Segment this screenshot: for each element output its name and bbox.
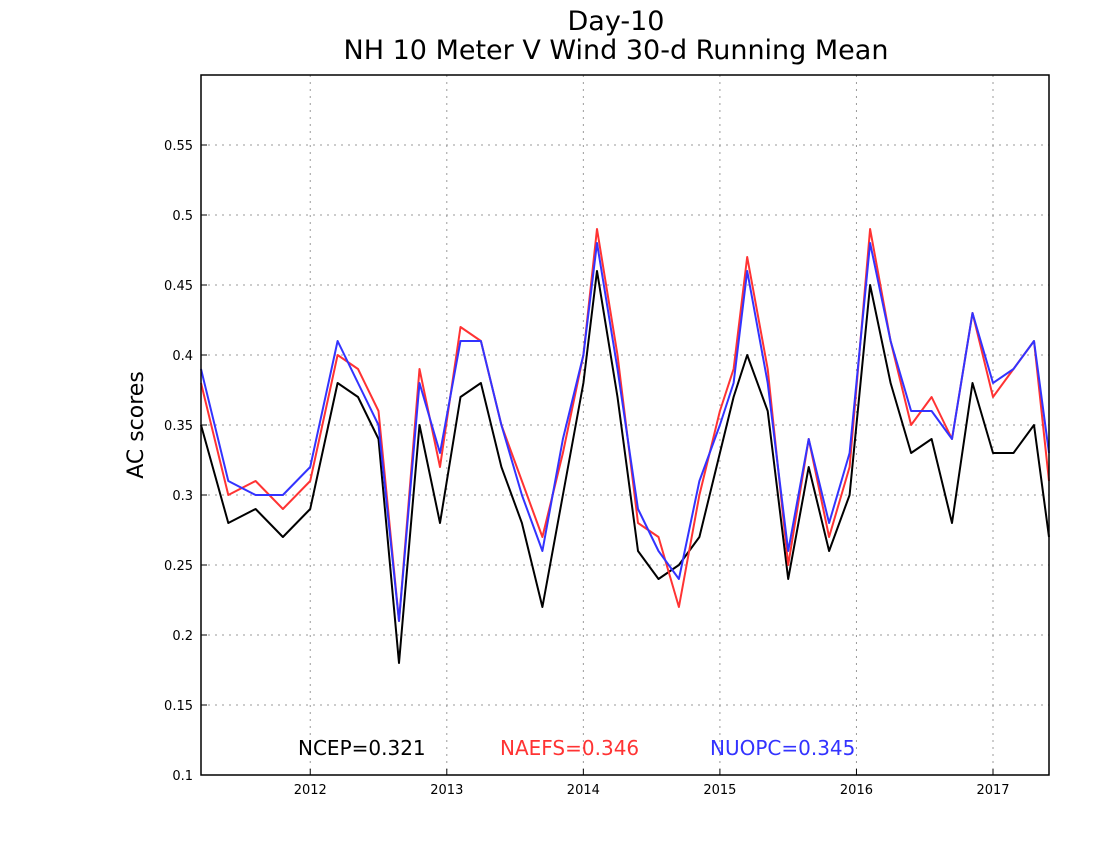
y-axis-ticks: 0.1 0.15 0.2 0.25 0.3 0.35 0.4 0.45 0.5 0.55 xyxy=(164,139,207,784)
x-tick-label: 2012 xyxy=(294,783,327,798)
series-line-ncep xyxy=(200,270,1050,664)
x-tick-label: 2015 xyxy=(703,783,736,798)
series-line-nuopc xyxy=(200,242,1050,622)
series-lines xyxy=(200,228,1050,664)
x-tick-label: 2014 xyxy=(567,783,600,798)
y-axis-label: AC scores xyxy=(124,371,149,479)
y-tick-label: 0.1 xyxy=(172,769,193,784)
x-tick-label: 2016 xyxy=(840,783,873,798)
x-tick-label: 2017 xyxy=(976,783,1009,798)
y-tick-label: 0.35 xyxy=(164,419,193,434)
chart-title: Day-10 xyxy=(568,6,665,37)
y-tick-label: 0.55 xyxy=(164,139,193,154)
score-label-naefs: NAEFS=0.346 xyxy=(500,736,639,760)
chart-subtitle: NH 10 Meter V Wind 30-d Running Mean xyxy=(344,35,889,66)
plot-frame xyxy=(200,74,1050,776)
y-tick-label: 0.25 xyxy=(164,559,193,574)
y-tick-label: 0.45 xyxy=(164,279,193,294)
y-tick-label: 0.3 xyxy=(172,489,193,504)
y-tick-label: 0.5 xyxy=(172,209,193,224)
y-tick-label: 0.15 xyxy=(164,699,193,714)
x-tick-label: 2013 xyxy=(430,783,463,798)
x-axis-ticks: 2012 2013 2014 2015 2016 2017 xyxy=(294,769,1010,798)
score-label-nuopc: NUOPC=0.345 xyxy=(710,736,855,760)
y-tick-label: 0.2 xyxy=(172,629,193,644)
y-tick-label: 0.4 xyxy=(172,349,193,364)
score-label-ncep: NCEP=0.321 xyxy=(298,736,426,760)
